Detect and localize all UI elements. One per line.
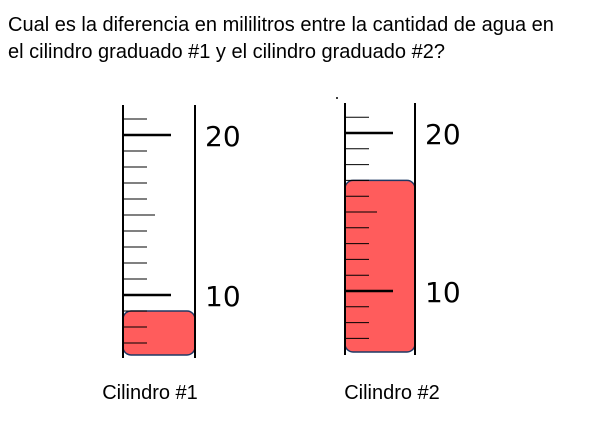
- question-line: Cual es la diferencia en mililitros entr…: [8, 14, 554, 36]
- scale-label: 20: [205, 120, 241, 153]
- question-line: el cilindro graduado #1 y el cilindro gr…: [8, 41, 445, 63]
- scale-label: 10: [425, 276, 461, 309]
- scale-label: 10: [205, 280, 241, 313]
- cylinder-caption: Cilindro #1: [102, 382, 198, 404]
- dot: [336, 97, 338, 99]
- scale-label: 20: [425, 118, 461, 151]
- liquid: [344, 179, 416, 353]
- liquid: [122, 310, 196, 356]
- cylinder-caption: Cilindro #2: [344, 382, 440, 404]
